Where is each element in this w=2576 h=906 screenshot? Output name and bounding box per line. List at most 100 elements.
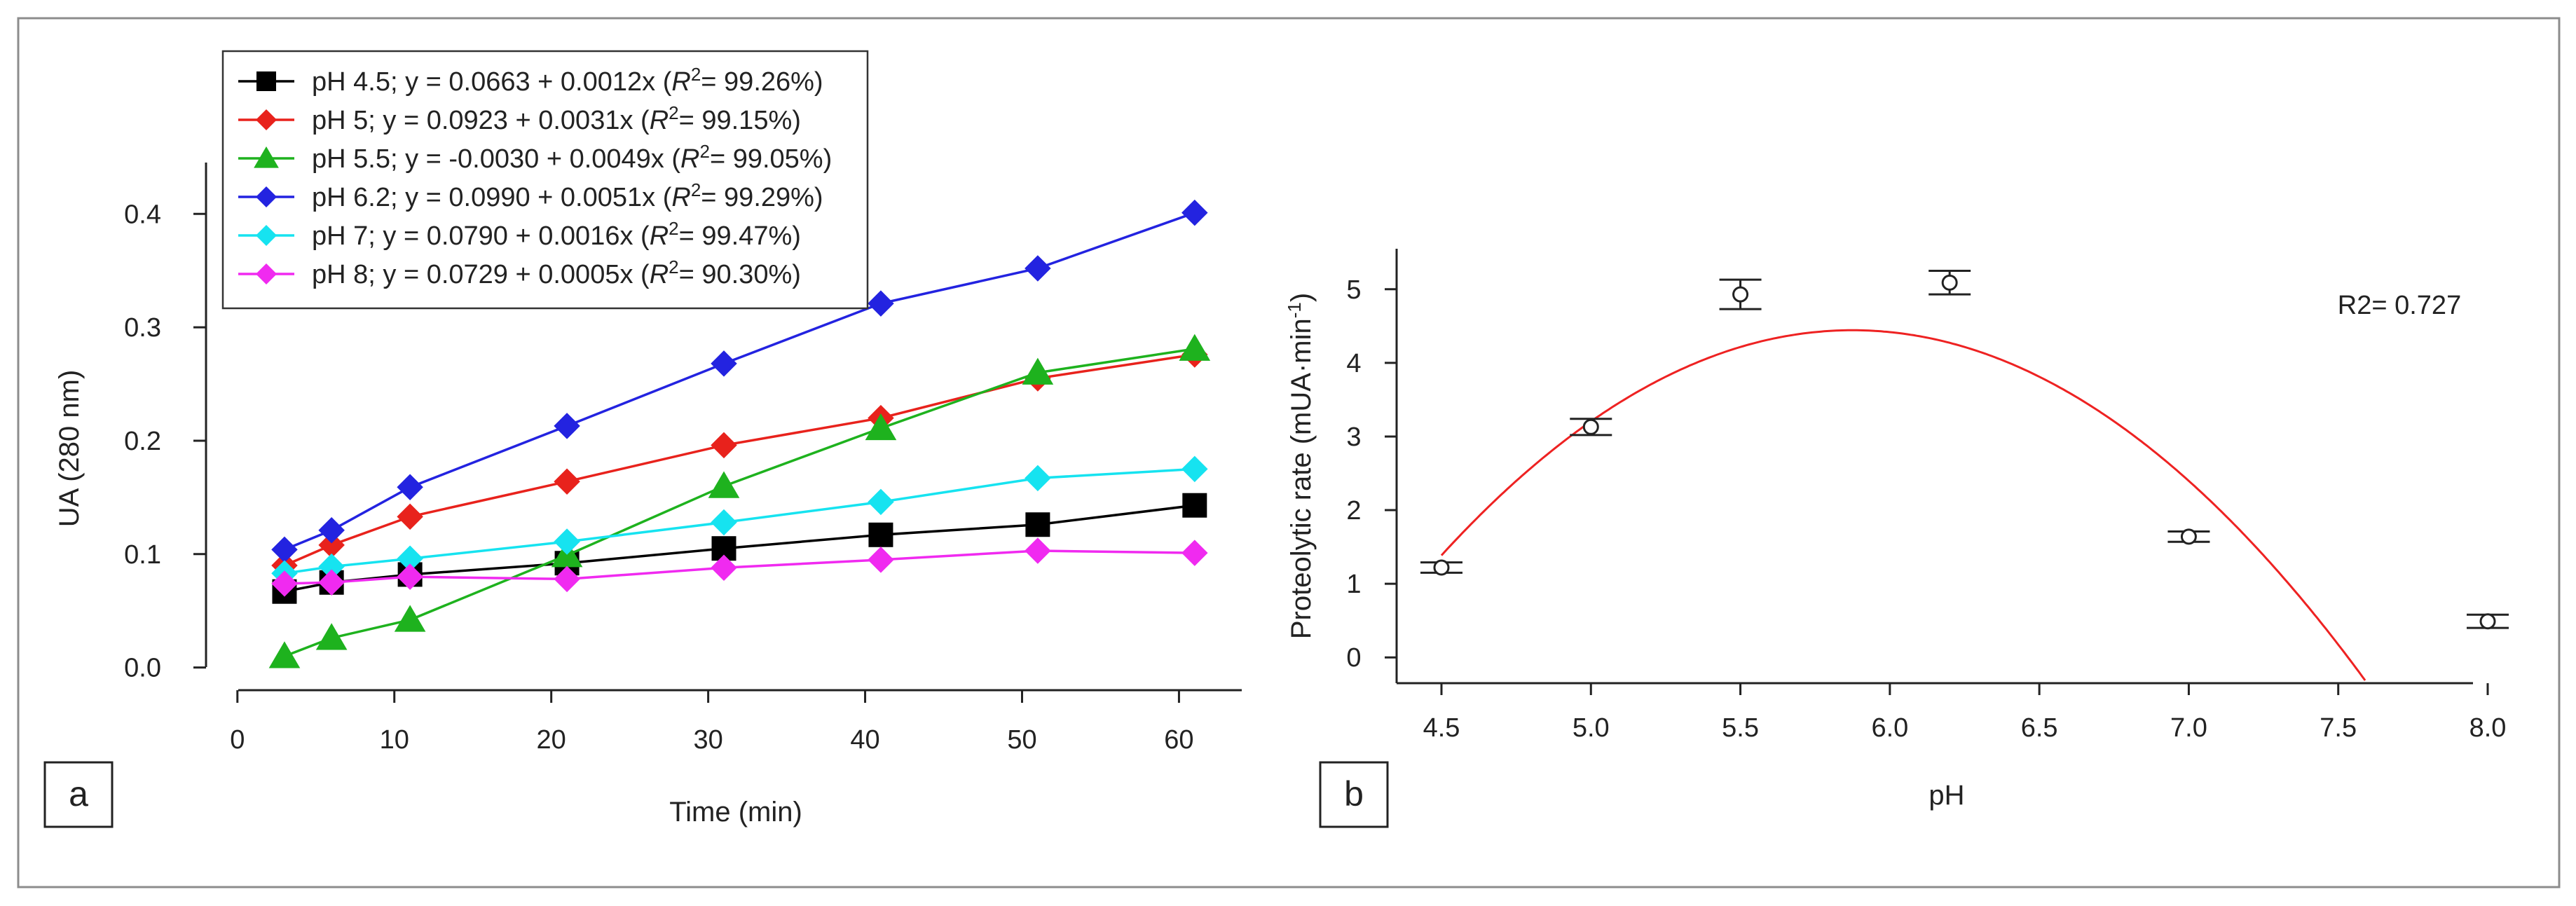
panel-a-x-tick-label: 50	[1007, 725, 1036, 755]
legend-entry: pH 6.2; y = 0.0990 + 0.0051x (R2= 99.29%…	[238, 179, 823, 212]
data-point	[318, 553, 345, 580]
legend-r2-sup: 2	[691, 64, 701, 85]
panel-b-x-tick-label: 7.0	[2170, 713, 2207, 743]
panel-a-x-tick-label: 10	[380, 725, 409, 755]
data-point	[315, 623, 348, 650]
panel-a-label: a	[69, 774, 88, 814]
panel-b-x-axis-label: pH	[1928, 780, 1964, 811]
data-point	[554, 528, 580, 555]
legend-paren: (	[655, 183, 672, 212]
panel-a-x-tick-label: 40	[850, 725, 879, 755]
legend-equation: y = -0.0030 + 0.0049x	[405, 144, 664, 174]
panel-b-y-tick-label: 2	[1346, 496, 1361, 526]
series-pH-5_5	[268, 334, 1211, 668]
panel-b-y-tick-label: 3	[1346, 423, 1361, 452]
data-point	[711, 554, 737, 581]
legend-equation: y = 0.0790 + 0.0016x	[383, 221, 633, 251]
legend-r2-sup: 2	[669, 218, 678, 239]
legend-r2-value: = 99.05%)	[710, 144, 832, 174]
data-point	[865, 413, 897, 441]
data-point-group	[2467, 613, 2509, 630]
legend-ph: pH 5;	[312, 106, 383, 135]
data-point	[397, 503, 423, 530]
legend-r2-value: = 90.30%)	[679, 260, 801, 289]
data-point	[868, 290, 894, 317]
legend-r2-label: R	[671, 183, 690, 212]
data-point	[554, 468, 580, 495]
data-point-group	[2167, 528, 2210, 545]
data-point	[1582, 418, 1599, 435]
data-point	[1025, 465, 1051, 492]
legend-equation: y = 0.0663 + 0.0012x	[405, 67, 655, 97]
panel-b-y-axis-label: Proteolytic rate (mUA·min-1)	[1284, 293, 1317, 639]
data-point	[397, 563, 423, 590]
legend-ph: pH 7;	[312, 221, 383, 251]
legend-entry: pH 7; y = 0.0790 + 0.0016x (R2= 99.47%)	[238, 218, 801, 251]
panel-a-legend-box	[221, 50, 869, 310]
panel-b-x-tick-label: 6.0	[1871, 713, 1908, 743]
data-point	[868, 488, 894, 516]
legend-label: pH 5.5; y = -0.0030 + 0.0049x (R2= 99.05…	[312, 141, 832, 174]
panel-b-y-axis-label-sup: -1	[1284, 302, 1305, 318]
panel-a-y-tick-label: 0.1	[124, 540, 161, 570]
legend-ph: pH 4.5;	[312, 67, 405, 97]
data-point-group	[1570, 418, 1612, 437]
data-point	[1179, 334, 1211, 361]
legend-r2-value: = 99.47%)	[679, 221, 801, 251]
data-point	[268, 641, 301, 668]
data-point	[711, 350, 737, 377]
legend-r2-sup: 2	[669, 256, 678, 277]
legend-r2-label: R	[671, 67, 690, 97]
data-point	[318, 517, 345, 544]
data-point	[1025, 512, 1050, 537]
panel-b-x-tick-label: 5.5	[1722, 713, 1759, 743]
data-point	[318, 569, 345, 596]
legend-label: pH 7; y = 0.0790 + 0.0016x (R2= 99.47%)	[312, 218, 801, 251]
data-point	[1182, 493, 1207, 518]
legend-marker	[256, 186, 277, 207]
panel-b-x-tick-label: 4.5	[1423, 713, 1460, 743]
panel-a-x-tick-label: 0	[230, 725, 245, 755]
legend-ph: pH 5.5;	[312, 144, 405, 174]
data-point	[2180, 528, 2197, 545]
data-point	[1025, 537, 1051, 564]
legend-label: pH 8; y = 0.0729 + 0.0005x (R2= 90.30%)	[312, 256, 801, 289]
data-point	[708, 471, 740, 498]
series-pH-8	[271, 537, 1208, 597]
legend-r2-value: = 99.29%)	[701, 183, 823, 212]
legend-paren: (	[633, 260, 650, 289]
data-point-group	[1420, 559, 1462, 576]
panel-b-label: b	[1344, 774, 1364, 814]
data-point	[711, 509, 737, 536]
series-pH-6_2	[271, 199, 1208, 563]
legend-equation: y = 0.0923 + 0.0031x	[383, 106, 633, 135]
data-point	[711, 432, 737, 459]
legend-entry: pH 4.5; y = 0.0663 + 0.0012x (R2= 99.26%…	[238, 64, 823, 97]
data-point	[1181, 455, 1208, 483]
series-line	[284, 467, 1195, 575]
series-line	[284, 549, 1195, 585]
legend-r2-label: R	[650, 106, 669, 135]
panel-b-x-tick-label: 7.5	[2320, 713, 2357, 743]
legend-r2-sup: 2	[669, 102, 678, 123]
panel-b-x-tick-label: 8.0	[2469, 713, 2507, 743]
panel-b-y-tick-label: 4	[1346, 349, 1361, 378]
series-line	[284, 348, 1195, 658]
data-point	[1433, 559, 1450, 576]
legend-r2-sup: 2	[699, 141, 709, 162]
legend-marker	[256, 225, 277, 246]
panel-b-r2-annotation: R2= 0.727	[2338, 291, 2461, 320]
legend-paren: (	[633, 221, 650, 251]
legend-ph: pH 8;	[312, 260, 383, 289]
legend-entry: pH 5; y = 0.0923 + 0.0031x (R2= 99.15%)	[238, 102, 801, 135]
data-point-group	[1719, 278, 1762, 310]
legend-paren: (	[655, 67, 672, 97]
data-point	[271, 570, 298, 597]
data-point	[271, 536, 298, 563]
panel-b-y-tick-label: 1	[1346, 570, 1361, 599]
panel-a-x-tick-label: 30	[693, 725, 722, 755]
data-point	[1022, 357, 1054, 385]
data-point	[2479, 613, 2496, 630]
legend-marker	[256, 109, 277, 130]
